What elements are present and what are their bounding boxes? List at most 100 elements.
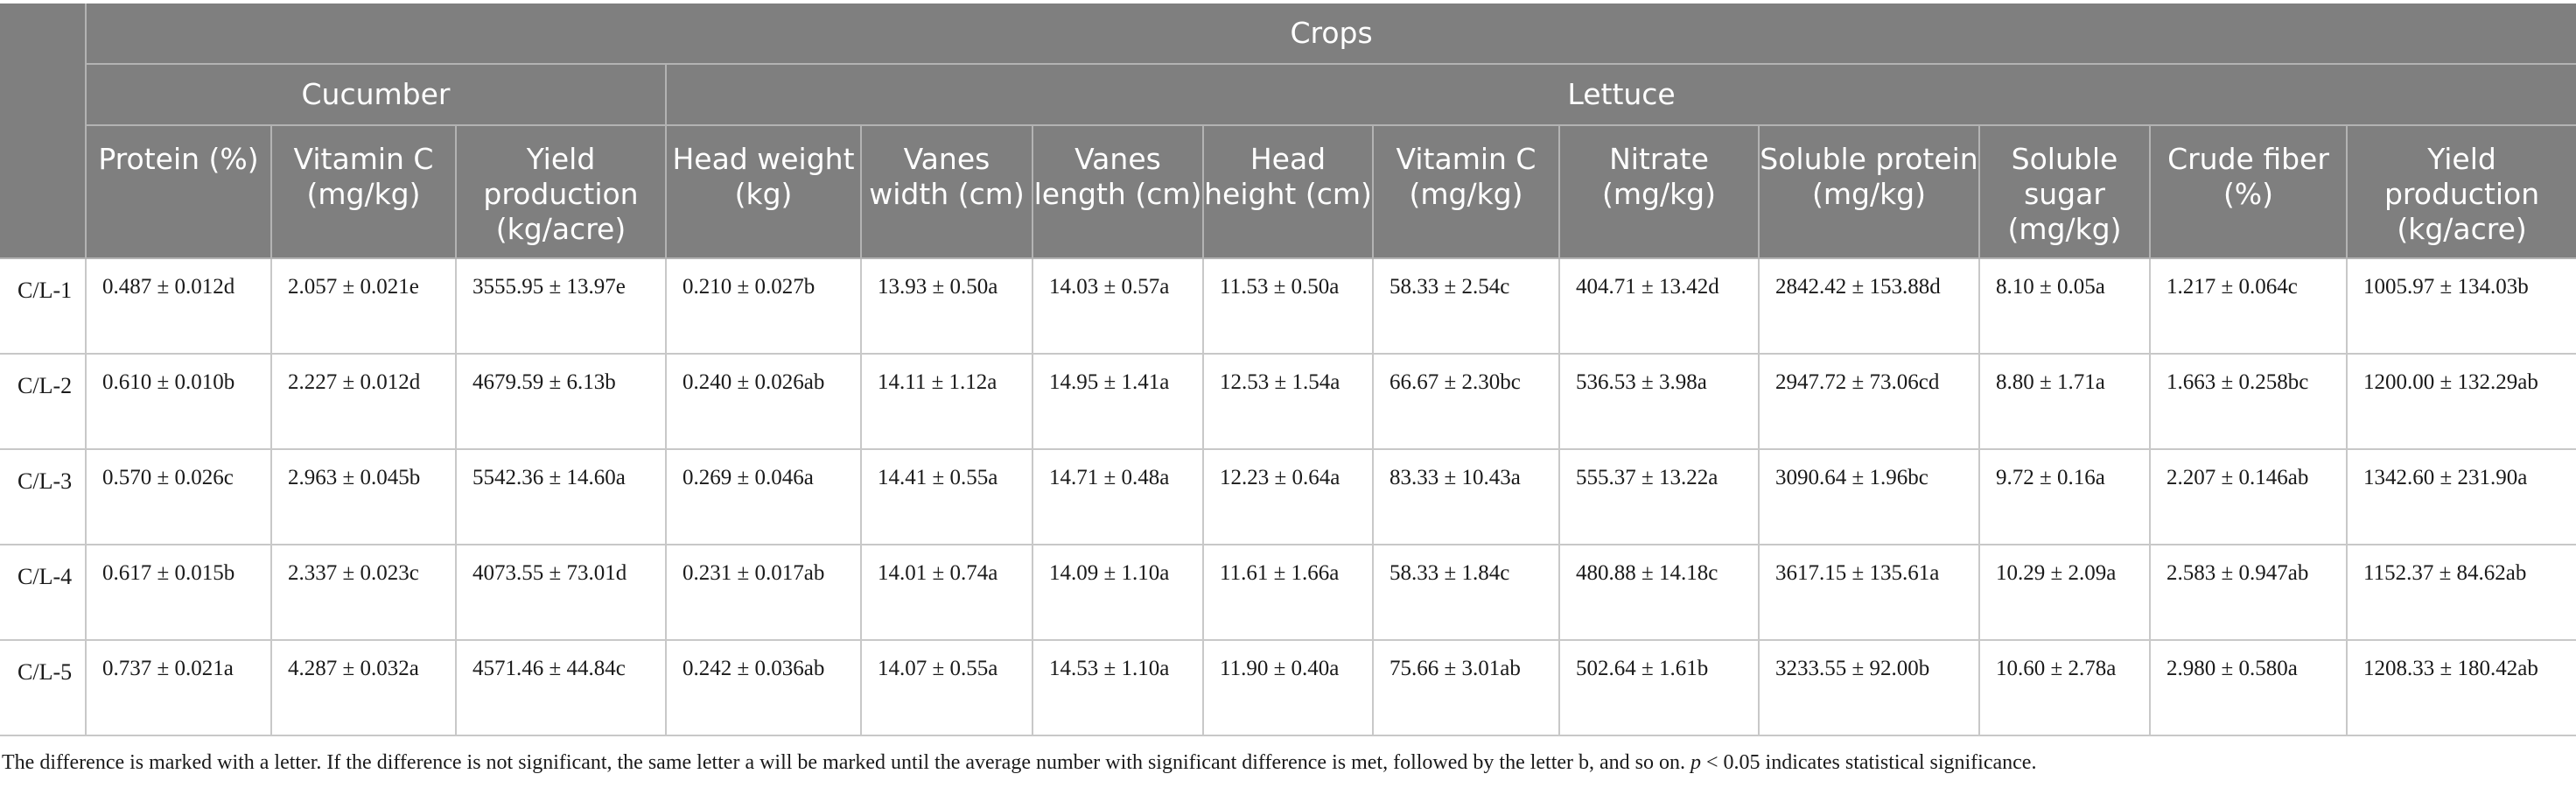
table-cell: 8.10 ± 0.05a — [1979, 258, 2151, 355]
table-cell: 58.33 ± 1.84c — [1373, 545, 1560, 641]
table-cell: 0.737 ± 0.021a — [86, 640, 272, 736]
table-cell: 12.23 ± 0.64a — [1203, 449, 1374, 545]
table-cell: 4073.55 ± 73.01d — [456, 545, 667, 641]
footnote-text-after: < 0.05 indicates statistical significanc… — [1701, 751, 2037, 774]
table-cell: 0.242 ± 0.036ab — [666, 640, 862, 736]
col-header-cucumber-vitamin-c: Vitamin C (mg/kg) — [271, 125, 457, 259]
header-cucumber: Cucumber — [86, 64, 667, 126]
table-cell: 11.90 ± 0.40a — [1203, 640, 1374, 736]
table-cell: 2.963 ± 0.045b — [271, 449, 457, 545]
table-cell: 14.03 ± 0.57a — [1032, 258, 1204, 355]
table-cell: 13.93 ± 0.50a — [861, 258, 1033, 355]
table-cell: 14.95 ± 1.41a — [1032, 354, 1204, 450]
table-cell: 14.71 ± 0.48a — [1032, 449, 1204, 545]
table-cell: 1.663 ± 0.258bc — [2150, 354, 2348, 450]
header-corner — [0, 4, 87, 259]
table-cell: 3617.15 ± 135.61a — [1759, 545, 1980, 641]
table-row: C/L-4 0.617 ± 0.015b 2.337 ± 0.023c 4073.55… — [0, 545, 2576, 641]
footnote-p-symbol: p — [1690, 751, 1702, 774]
table-cell: 4679.59 ± 6.13b — [456, 354, 667, 450]
table-cell: 2.057 ± 0.021e — [271, 258, 457, 355]
col-header-lettuce-nitrate: Nitrate (mg/kg) — [1559, 125, 1760, 259]
table-cell: 404.71 ± 13.42d — [1559, 258, 1760, 355]
table-footnote: The difference is marked with a letter. … — [2, 751, 2566, 775]
table-cell: 2.207 ± 0.146ab — [2150, 449, 2348, 545]
table-cell: 14.09 ± 1.10a — [1032, 545, 1204, 641]
table-cell: 2.337 ± 0.023c — [271, 545, 457, 641]
table-row: C/L-5 0.737 ± 0.021a 4.287 ± 0.032a 4571.46… — [0, 640, 2576, 736]
table-cell: 0.487 ± 0.012d — [86, 258, 272, 355]
table-cell: 1342.60 ± 231.90a — [2347, 449, 2576, 545]
footnote-text-before: The difference is marked with a letter. … — [2, 751, 1691, 774]
table-cell: 66.67 ± 2.30bc — [1373, 354, 1560, 450]
row-label: C/L-5 — [0, 640, 87, 736]
table-cell: 5542.36 ± 14.60a — [456, 449, 667, 545]
table-cell: 2.980 ± 0.580a — [2150, 640, 2348, 736]
table-cell: 1208.33 ± 180.42ab — [2347, 640, 2576, 736]
table-cell: 502.64 ± 1.61b — [1559, 640, 1760, 736]
table-cell: 11.53 ± 0.50a — [1203, 258, 1374, 355]
table-cell: 10.29 ± 2.09a — [1979, 545, 2151, 641]
col-header-cucumber-yield: Yield production (kg/acre) — [456, 125, 667, 259]
table-cell: 4.287 ± 0.032a — [271, 640, 457, 736]
table-cell: 83.33 ± 10.43a — [1373, 449, 1560, 545]
row-label: C/L-2 — [0, 354, 87, 450]
table-cell: 3555.95 ± 13.97e — [456, 258, 667, 355]
table-cell: 2.583 ± 0.947ab — [2150, 545, 2348, 641]
table-cell: 1005.97 ± 134.03b — [2347, 258, 2576, 355]
table-cell: 0.231 ± 0.017ab — [666, 545, 862, 641]
col-header-lettuce-yield: Yield production (kg/acre) — [2347, 125, 2576, 259]
table-cell: 0.240 ± 0.026ab — [666, 354, 862, 450]
table-cell: 14.11 ± 1.12a — [861, 354, 1033, 450]
col-header-lettuce-soluble-sugar: Soluble sugar (mg/kg) — [1979, 125, 2151, 259]
table-cell: 3090.64 ± 1.96bc — [1759, 449, 1980, 545]
table-row: C/L-3 0.570 ± 0.026c 2.963 ± 0.045b 5542.36… — [0, 449, 2576, 545]
table-cell: 2947.72 ± 73.06cd — [1759, 354, 1980, 450]
table-cell: 9.72 ± 0.16a — [1979, 449, 2151, 545]
table-cell: 4571.46 ± 44.84c — [456, 640, 667, 736]
col-header-lettuce-vanes-width: Vanes width (cm) — [861, 125, 1033, 259]
col-header-lettuce-vanes-length: Vanes length (cm) — [1032, 125, 1204, 259]
col-header-lettuce-soluble-protein: Soluble protein (mg/kg) — [1759, 125, 1980, 259]
table-cell: 3233.55 ± 92.00b — [1759, 640, 1980, 736]
table-cell: 555.37 ± 13.22a — [1559, 449, 1760, 545]
col-header-lettuce-head-height: Head height (cm) — [1203, 125, 1374, 259]
header-row-groups: Cucumber Lettuce — [0, 64, 2576, 126]
table-cell: 2842.42 ± 153.88d — [1759, 258, 1980, 355]
table-header: Crops Cucumber Lettuce Protein (%) Vitam… — [0, 4, 2576, 259]
table-cell: 14.53 ± 1.10a — [1032, 640, 1204, 736]
header-crops: Crops — [86, 4, 2576, 65]
table-row: C/L-1 0.487 ± 0.012d 2.057 ± 0.021e 3555.95… — [0, 258, 2576, 355]
table-cell: 0.610 ± 0.010b — [86, 354, 272, 450]
table-cell: 0.570 ± 0.026c — [86, 449, 272, 545]
table-cell: 1152.37 ± 84.62ab — [2347, 545, 2576, 641]
table-cell: 12.53 ± 1.54a — [1203, 354, 1374, 450]
table-cell: 0.617 ± 0.015b — [86, 545, 272, 641]
table-cell: 8.80 ± 1.71a — [1979, 354, 2151, 450]
table-cell: 14.01 ± 0.74a — [861, 545, 1033, 641]
col-header-lettuce-vitamin-c: Vitamin C (mg/kg) — [1373, 125, 1560, 259]
header-lettuce: Lettuce — [666, 64, 2576, 126]
table-cell: 14.07 ± 0.55a — [861, 640, 1033, 736]
table-cell: 1200.00 ± 132.29ab — [2347, 354, 2576, 450]
col-header-lettuce-head-weight: Head weight (kg) — [666, 125, 862, 259]
table-cell: 11.61 ± 1.66a — [1203, 545, 1374, 641]
row-label: C/L-3 — [0, 449, 87, 545]
header-row-crops: Crops — [0, 4, 2576, 259]
row-label: C/L-1 — [0, 258, 87, 355]
table-cell: 10.60 ± 2.78a — [1979, 640, 2151, 736]
table-body: C/L-1 0.487 ± 0.012d 2.057 ± 0.021e 3555.95… — [0, 258, 2576, 736]
table-row: C/L-2 0.610 ± 0.010b 2.227 ± 0.012d 4679.59… — [0, 354, 2576, 450]
table-cell: 58.33 ± 2.54c — [1373, 258, 1560, 355]
table-cell: 480.88 ± 14.18c — [1559, 545, 1760, 641]
results-table: Crops Cucumber Lettuce Protein (%) Vitam… — [0, 4, 2576, 736]
table-cell: 536.53 ± 3.98a — [1559, 354, 1760, 450]
table-cell: 2.227 ± 0.012d — [271, 354, 457, 450]
table-cell: 1.217 ± 0.064c — [2150, 258, 2348, 355]
table-cell: 75.66 ± 3.01ab — [1373, 640, 1560, 736]
header-row-columns: Protein (%) Vitamin C (mg/kg) Yield prod… — [0, 125, 2576, 259]
col-header-cucumber-protein: Protein (%) — [86, 125, 272, 259]
table-cell: 14.41 ± 0.55a — [861, 449, 1033, 545]
col-header-lettuce-crude-fiber: Crude fiber (%) — [2150, 125, 2348, 259]
table-cell: 0.210 ± 0.027b — [666, 258, 862, 355]
